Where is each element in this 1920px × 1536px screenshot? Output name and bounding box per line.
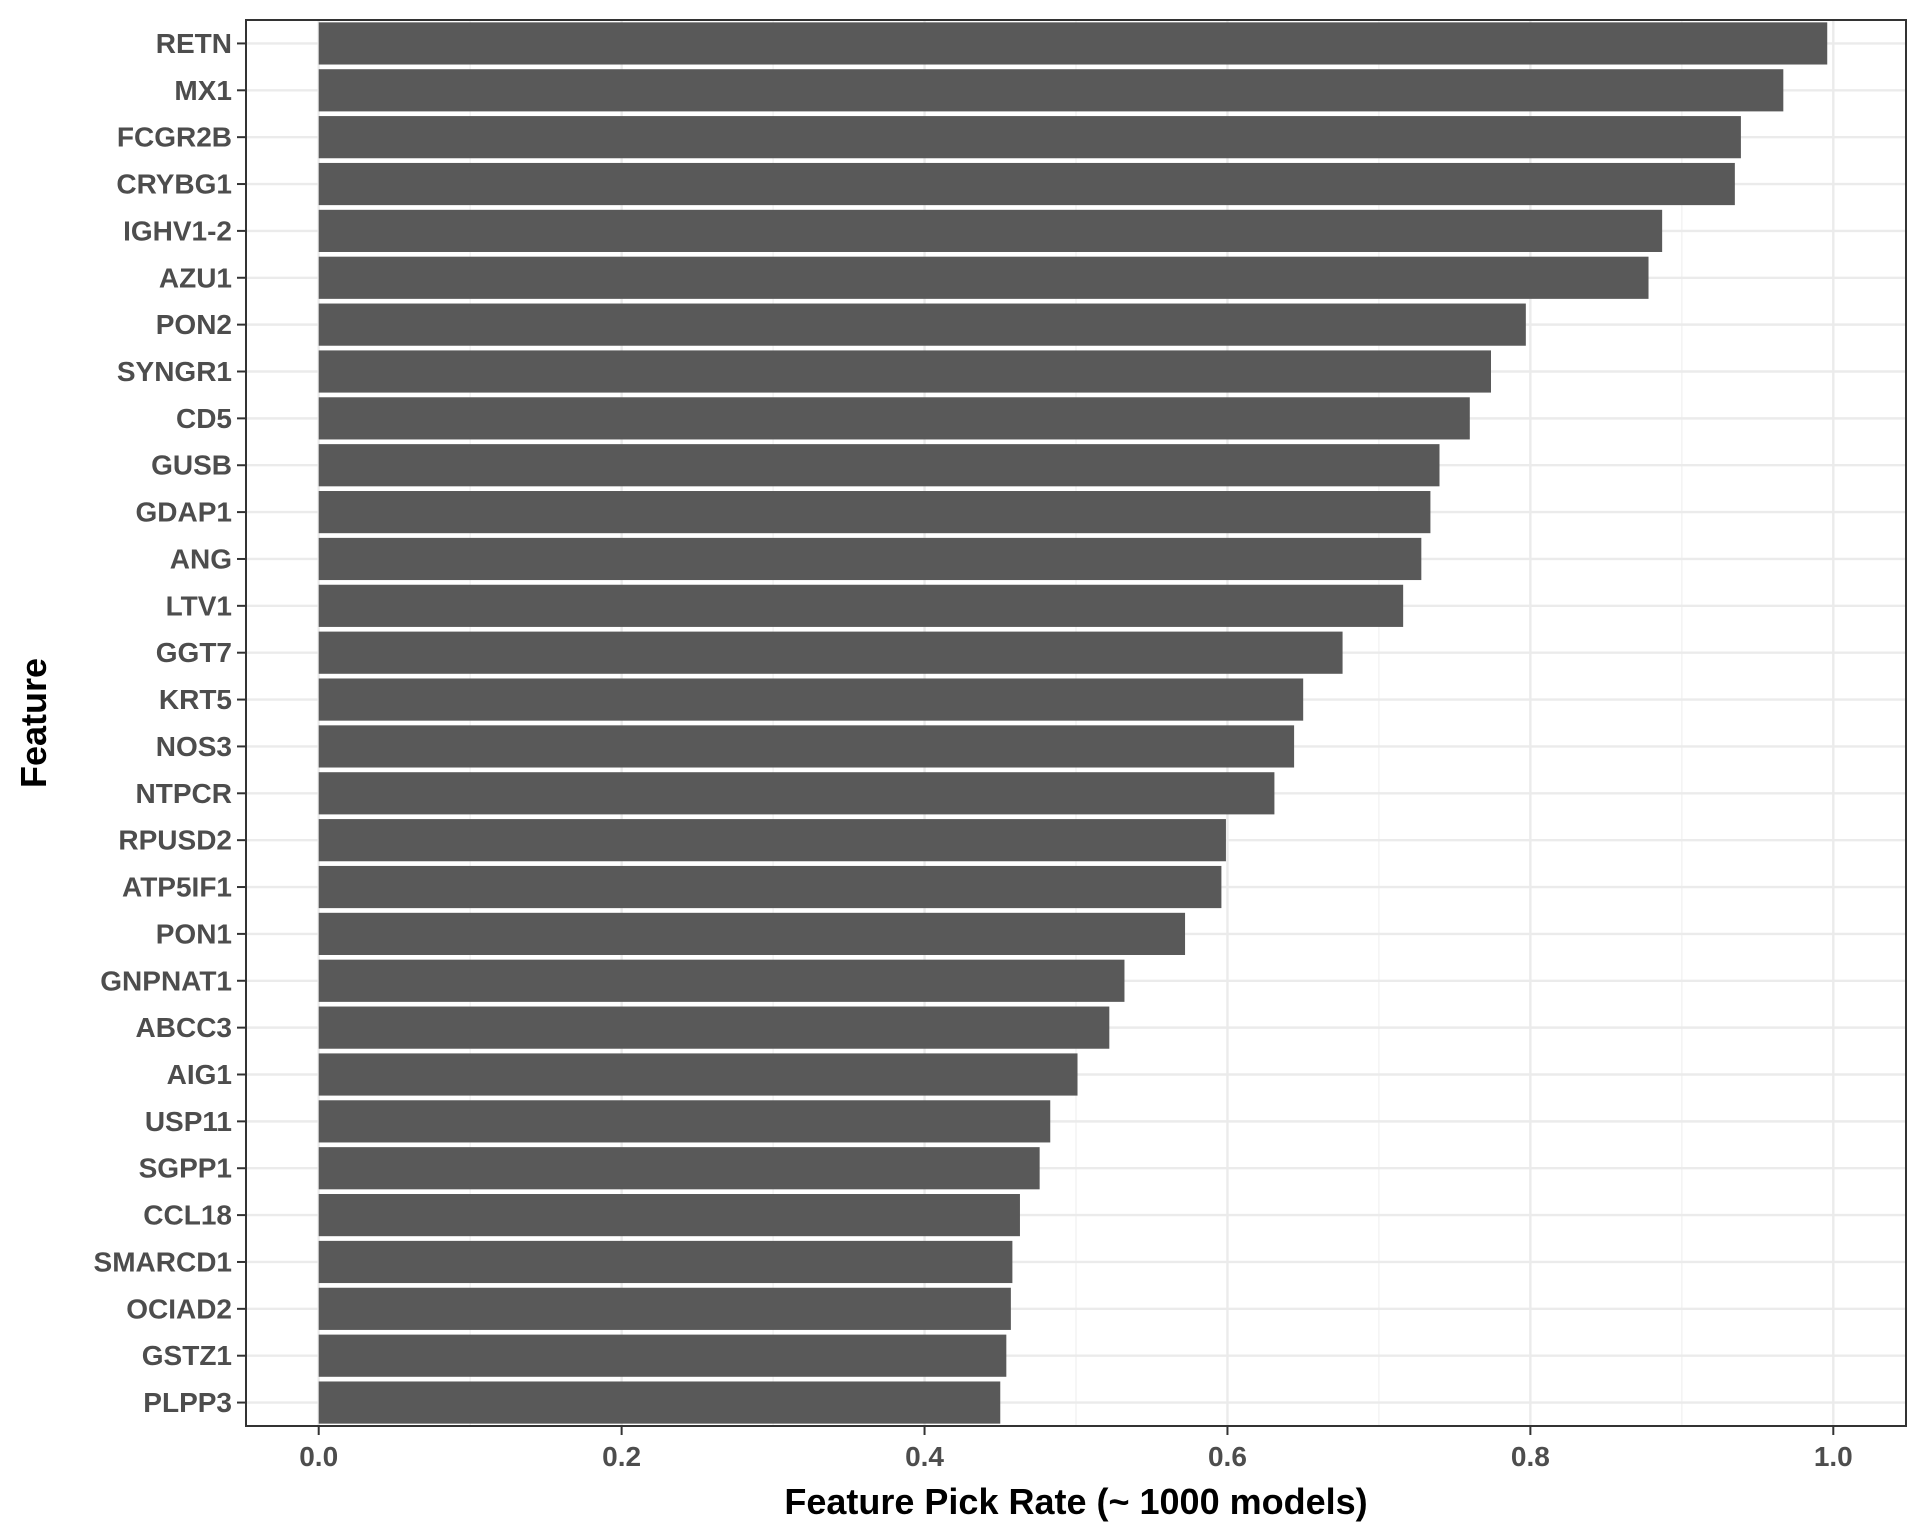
y-tick-label: USP11 [145, 1106, 232, 1137]
bar-krt5 [318, 678, 1304, 721]
bar-sgpp1 [318, 1147, 1040, 1190]
y-tick-label: GGT7 [156, 637, 232, 668]
y-tick-label: OCIAD2 [126, 1293, 232, 1324]
bar-crybg1 [318, 162, 1735, 206]
bars [318, 22, 1828, 1424]
bar-syngr1 [318, 350, 1492, 393]
x-axis: 0.0 0.2 0.4 0.6 0.8 1.0 [299, 1426, 1853, 1472]
y-tick-label: PLPP3 [143, 1387, 232, 1418]
y-tick-label: KRT5 [159, 684, 232, 715]
y-tick-label: CRYBG1 [116, 169, 232, 200]
x-tick-label: 0.0 [299, 1441, 338, 1472]
bar-ang [318, 537, 1422, 581]
y-tick-label: AIG1 [167, 1059, 232, 1090]
y-tick-label: CD5 [176, 403, 232, 434]
bar-pon2 [318, 303, 1526, 346]
bar-ccl18 [318, 1194, 1020, 1237]
y-tick-label: NTPCR [136, 778, 232, 809]
y-tick-label: GUSB [151, 450, 232, 481]
bar-smarcd1 [318, 1240, 1013, 1284]
y-tick-label: GNPNAT1 [100, 965, 232, 996]
y-axis: RETN MX1 FCGR2B CRYBG1 IGHV1-2 AZU1 PON2 SYNGR1… [94, 28, 246, 1418]
bar-azu1 [318, 256, 1649, 299]
y-tick-label: PON2 [156, 309, 232, 340]
y-tick-label: GSTZ1 [142, 1340, 232, 1371]
y-tick-label: SGPP1 [139, 1153, 232, 1184]
bar-gnpnat1 [318, 959, 1125, 1002]
bar-ighv1-2 [318, 209, 1663, 252]
minor-gridlines [469, 20, 1683, 1426]
y-tick-label: SYNGR1 [117, 356, 232, 387]
bar-atp5if1 [318, 865, 1222, 909]
x-tick-label: 1.0 [1814, 1441, 1853, 1472]
y-tick-label: NOS3 [156, 731, 232, 762]
y-tick-label: RPUSD2 [118, 825, 232, 856]
x-tick-label: 0.6 [1208, 1441, 1247, 1472]
y-tick-label: SMARCD1 [94, 1246, 232, 1277]
y-axis-title: Feature [13, 658, 54, 788]
y-tick-label: IGHV1-2 [123, 215, 232, 246]
bar-retn [318, 22, 1828, 65]
y-tick-label: AZU1 [159, 262, 232, 293]
panel-border [245, 19, 1907, 1427]
bar-gstz1 [318, 1334, 1007, 1377]
bar-gusb [318, 444, 1440, 487]
bar-mx1 [318, 69, 1784, 112]
bar-gdap1 [318, 491, 1431, 534]
x-tick-label: 0.8 [1511, 1441, 1550, 1472]
y-tick-label: ANG [170, 543, 232, 574]
y-tick-label: PON1 [156, 918, 232, 949]
y-tick-label: ABCC3 [136, 1012, 232, 1043]
bar-fcgr2b [318, 116, 1741, 159]
bar-pon1 [318, 912, 1186, 955]
bar-cd5 [318, 397, 1470, 440]
y-tick-label: FCGR2B [117, 122, 232, 153]
y-tick-label: CCL18 [143, 1200, 232, 1231]
bar-nos3 [318, 725, 1295, 768]
bar-abcc3 [318, 1006, 1110, 1049]
bar-ntpcr [318, 772, 1275, 815]
y-tick-label: ATP5IF1 [122, 872, 232, 903]
bar-ggt7 [318, 631, 1343, 674]
x-tick-label: 0.2 [602, 1441, 641, 1472]
bar-rpusd2 [318, 819, 1226, 862]
x-axis-title: Feature Pick Rate (~ 1000 models) [784, 1481, 1367, 1522]
bar-plpp3 [318, 1381, 1001, 1424]
y-tick-label: RETN [156, 28, 232, 59]
y-tick-label: LTV1 [166, 590, 232, 621]
bar-ociad2 [318, 1287, 1011, 1330]
y-tick-label: MX1 [174, 75, 232, 106]
bar-usp11 [318, 1100, 1051, 1143]
x-tick-label: 0.4 [905, 1441, 944, 1472]
bar-ltv1 [318, 584, 1404, 627]
bar-aig1 [318, 1053, 1078, 1096]
y-tick-label: GDAP1 [136, 497, 232, 528]
